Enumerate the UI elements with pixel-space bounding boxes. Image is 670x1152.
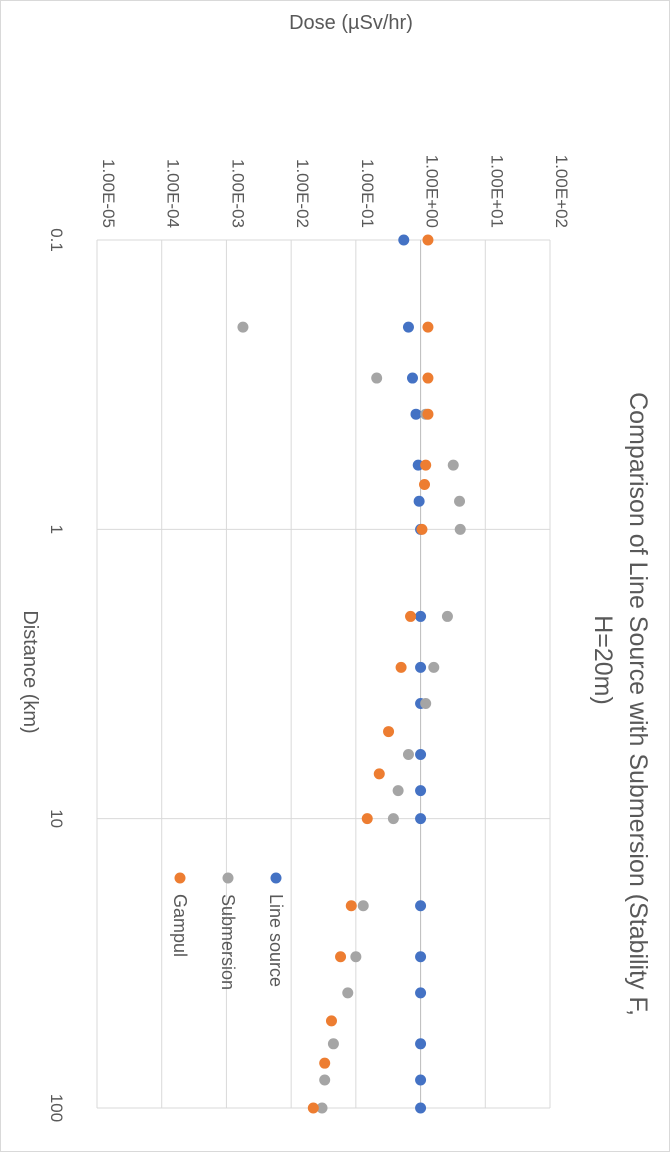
point-submersion bbox=[350, 951, 362, 963]
point-submersion bbox=[392, 785, 404, 797]
point-gampul bbox=[345, 900, 357, 912]
chart-title-line-2: H=20m) bbox=[589, 615, 617, 705]
y-tick-label: 1.00E-04 bbox=[164, 159, 183, 228]
point-line-source bbox=[406, 372, 418, 384]
x-axis-title: Distance (km) bbox=[19, 610, 41, 733]
point-gampul bbox=[422, 234, 434, 246]
y-tick-label: 1.00E-03 bbox=[228, 159, 247, 228]
point-line-source bbox=[415, 1074, 427, 1086]
point-line-source bbox=[415, 785, 427, 797]
point-submersion bbox=[316, 1102, 328, 1114]
point-submersion bbox=[454, 495, 466, 507]
point-gampul bbox=[422, 321, 434, 333]
y-tick-label: 1.00E-05 bbox=[99, 159, 118, 228]
point-line-source bbox=[415, 951, 427, 963]
legend-marker-gampul bbox=[174, 872, 186, 884]
y-axis-title: Dose (µSv/hr) bbox=[289, 12, 413, 34]
y-tick-label: 1.00E+02 bbox=[552, 155, 571, 228]
point-gampul bbox=[420, 459, 432, 471]
point-line-source bbox=[415, 987, 427, 999]
point-gampul bbox=[416, 523, 428, 535]
y-tick-label: 1.00E+00 bbox=[423, 155, 442, 228]
legend-label-gampul: Gampul bbox=[170, 894, 190, 957]
point-gampul bbox=[335, 951, 347, 963]
legend-label-line-source: Line source bbox=[266, 894, 286, 987]
point-line-source bbox=[410, 408, 422, 420]
point-line-source bbox=[415, 661, 427, 673]
legend-marker-line-source bbox=[270, 872, 282, 884]
point-line-source bbox=[415, 748, 427, 760]
point-line-source bbox=[398, 234, 410, 246]
point-line-source bbox=[415, 1102, 427, 1114]
point-gampul bbox=[325, 1015, 337, 1027]
point-line-source bbox=[415, 610, 427, 622]
point-line-source bbox=[415, 813, 427, 825]
point-gampul bbox=[361, 813, 373, 825]
point-gampul bbox=[422, 372, 434, 384]
point-submersion bbox=[441, 610, 453, 622]
legend-marker-submersion bbox=[222, 872, 234, 884]
data-points bbox=[237, 234, 466, 1114]
point-gampul bbox=[319, 1057, 331, 1069]
point-submersion bbox=[402, 748, 414, 760]
chart-title-line-1: Comparison of Line Source with Submersio… bbox=[624, 392, 652, 1016]
point-gampul bbox=[383, 726, 395, 738]
point-submersion bbox=[327, 1038, 339, 1050]
point-gampul bbox=[419, 479, 430, 491]
point-submersion bbox=[371, 372, 383, 384]
x-tick-label: 1 bbox=[47, 525, 66, 534]
point-gampul bbox=[422, 408, 434, 420]
x-tick-label: 0.1 bbox=[47, 228, 66, 252]
point-line-source bbox=[402, 321, 414, 333]
point-submersion bbox=[387, 813, 399, 825]
point-submersion bbox=[319, 1074, 331, 1086]
y-tick-label: 1.00E-02 bbox=[293, 159, 312, 228]
point-gampul bbox=[307, 1102, 319, 1114]
point-submersion bbox=[357, 900, 369, 912]
point-submersion bbox=[447, 459, 459, 471]
point-submersion bbox=[342, 987, 354, 999]
y-tick-label: 1.00E-01 bbox=[358, 159, 377, 228]
legend-label-submersion: Submersion bbox=[218, 894, 238, 990]
point-line-source bbox=[415, 1038, 427, 1050]
legend: Line source Submersion Gampul bbox=[170, 872, 286, 990]
x-tick-label: 10 bbox=[47, 809, 66, 828]
point-line-source bbox=[415, 900, 427, 912]
tick-labels: 1.00E-05 1.00E-04 1.00E-03 1.00E-02 1.00E-01… bbox=[47, 155, 571, 1122]
y-tick-label: 1.00E+01 bbox=[487, 155, 506, 228]
point-submersion bbox=[428, 661, 440, 673]
point-submersion bbox=[237, 321, 249, 333]
point-submersion bbox=[420, 698, 432, 710]
gridlines bbox=[96, 239, 551, 1109]
point-gampul bbox=[373, 768, 385, 780]
point-gampul bbox=[405, 610, 417, 622]
x-tick-label: 100 bbox=[47, 1094, 66, 1122]
point-gampul bbox=[395, 661, 407, 673]
point-submersion bbox=[454, 523, 466, 535]
point-line-source bbox=[413, 495, 425, 507]
